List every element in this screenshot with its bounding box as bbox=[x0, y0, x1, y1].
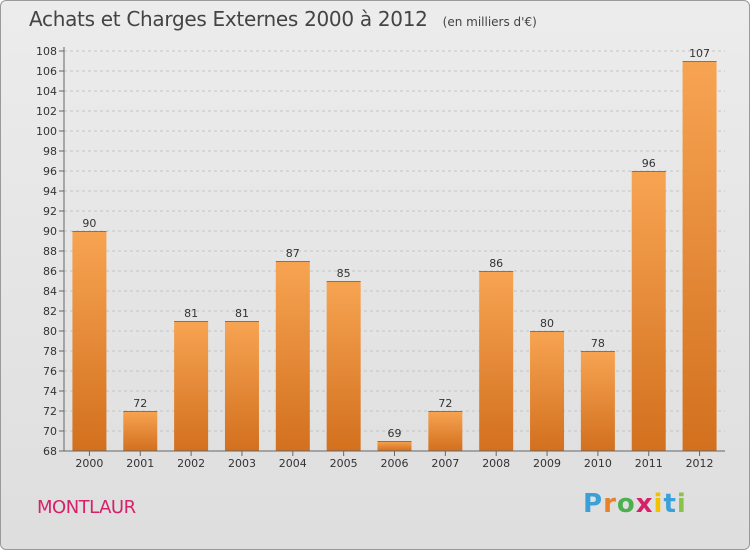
bar bbox=[530, 331, 565, 451]
x-tick-label: 2000 bbox=[75, 457, 103, 470]
logo-letter: o bbox=[616, 489, 636, 519]
logo-letter: t bbox=[663, 489, 677, 519]
bar bbox=[682, 61, 717, 451]
y-tick-label: 70 bbox=[43, 425, 57, 438]
y-tick-label: 74 bbox=[43, 385, 57, 398]
data-label: 85 bbox=[337, 267, 351, 280]
data-label: 107 bbox=[689, 47, 710, 60]
bar bbox=[580, 351, 615, 451]
x-tick-label: 2001 bbox=[126, 457, 154, 470]
logo-letter: x bbox=[635, 489, 654, 519]
x-tick-label: 2010 bbox=[584, 457, 612, 470]
y-tick-label: 108 bbox=[36, 45, 57, 58]
data-label: 87 bbox=[286, 247, 300, 260]
bar bbox=[275, 261, 310, 451]
bar bbox=[631, 171, 666, 451]
y-tick-label: 72 bbox=[43, 405, 57, 418]
y-tick-label: 98 bbox=[43, 145, 57, 158]
data-label: 81 bbox=[235, 307, 249, 320]
logo-letter: P bbox=[583, 489, 604, 519]
bar bbox=[224, 321, 259, 451]
commune-name: MONTLAUR bbox=[37, 497, 136, 518]
bar bbox=[326, 281, 361, 451]
logo-letter: r bbox=[603, 489, 617, 519]
chart-unit: (en milliers d'€) bbox=[442, 15, 537, 29]
logo-letter: i bbox=[676, 489, 687, 519]
axes: 68 70 72 74 76 78 80 82 84 86 88 90 92 94 96 98 100 102 10… bbox=[36, 45, 725, 470]
gridlines bbox=[64, 50, 725, 432]
data-label: 96 bbox=[642, 157, 656, 170]
y-tick-label: 82 bbox=[43, 305, 57, 318]
x-tick-label: 2012 bbox=[686, 457, 714, 470]
x-tick-label: 2007 bbox=[431, 457, 459, 470]
y-tick-label: 86 bbox=[43, 265, 57, 278]
y-tick-label: 104 bbox=[36, 85, 57, 98]
y-tick-label: 92 bbox=[43, 205, 57, 218]
y-tick-label: 76 bbox=[43, 365, 57, 378]
bars bbox=[72, 61, 717, 451]
bar bbox=[72, 231, 107, 451]
title-row: Achats et Charges Externes 2000 à 2012 (… bbox=[29, 7, 537, 31]
data-label: 80 bbox=[540, 317, 554, 330]
data-label: 72 bbox=[438, 397, 452, 410]
y-tick-label: 78 bbox=[43, 345, 57, 358]
data-label: 90 bbox=[82, 217, 96, 230]
data-labels: 90 72 81 81 87 85 69 72 86 80 78 96 107 bbox=[82, 47, 710, 440]
bar bbox=[377, 441, 412, 451]
x-tick-label: 2006 bbox=[381, 457, 409, 470]
y-tick-label: 94 bbox=[43, 185, 57, 198]
y-tick-label: 84 bbox=[43, 285, 57, 298]
data-label: 78 bbox=[591, 337, 605, 350]
chart-title: Achats et Charges Externes 2000 à 2012 bbox=[29, 7, 428, 31]
bar bbox=[123, 411, 158, 451]
x-tick-label: 2003 bbox=[228, 457, 256, 470]
data-label: 86 bbox=[489, 257, 503, 270]
y-tick-label: 102 bbox=[36, 105, 57, 118]
y-tick-label: 106 bbox=[36, 65, 57, 78]
bar bbox=[479, 271, 514, 451]
x-tick-label: 2002 bbox=[177, 457, 205, 470]
y-tick-label: 80 bbox=[43, 325, 57, 338]
logo-letter: i bbox=[653, 489, 664, 519]
bar bbox=[174, 321, 209, 451]
proxiti-logo: Proxiti bbox=[583, 489, 687, 519]
data-label: 72 bbox=[133, 397, 147, 410]
data-label: 69 bbox=[388, 427, 402, 440]
x-tick-label: 2011 bbox=[635, 457, 663, 470]
x-tick-label: 2004 bbox=[279, 457, 307, 470]
y-tick-label: 68 bbox=[43, 445, 57, 458]
x-tick-label: 2009 bbox=[533, 457, 561, 470]
bar bbox=[428, 411, 463, 451]
y-tick-label: 100 bbox=[36, 125, 57, 138]
y-tick-label: 96 bbox=[43, 165, 57, 178]
y-tick-label: 90 bbox=[43, 225, 57, 238]
x-tick-label: 2005 bbox=[330, 457, 358, 470]
x-tick-label: 2008 bbox=[482, 457, 510, 470]
y-tick-label: 88 bbox=[43, 245, 57, 258]
data-label: 81 bbox=[184, 307, 198, 320]
